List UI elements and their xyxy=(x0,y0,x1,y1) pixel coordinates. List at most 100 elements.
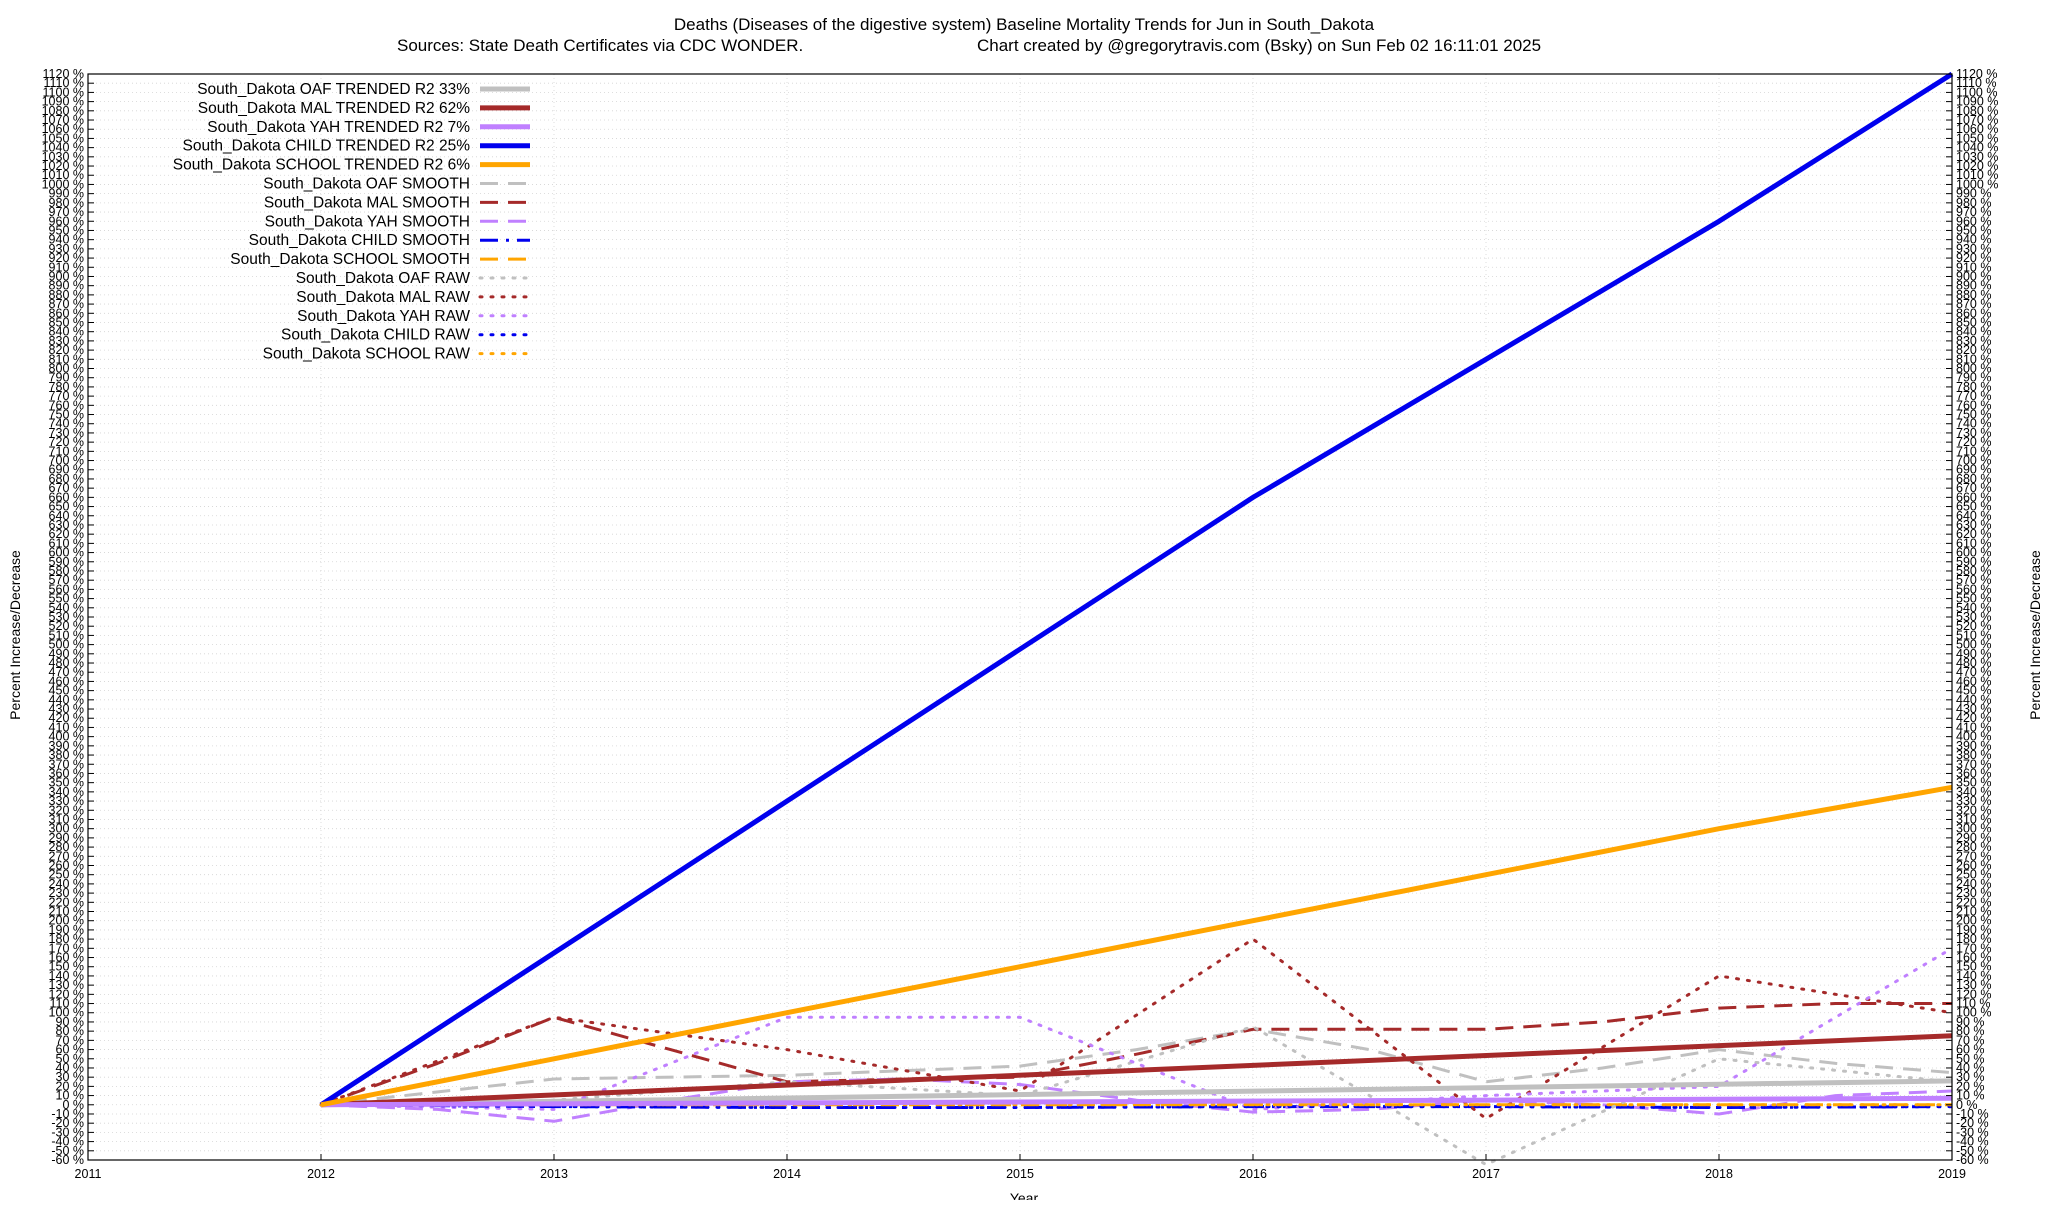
y-tick-label-left: 80 % xyxy=(56,1024,85,1038)
y-tick-label-right: 560 % xyxy=(1956,582,1991,596)
y-tick-label-right: 220 % xyxy=(1956,895,1991,909)
x-tick-label: 2011 xyxy=(75,1167,102,1181)
y-tick-label-left: 1040 % xyxy=(42,141,84,155)
y-tick-label-left: 220 % xyxy=(49,895,84,909)
y-tick-label-left: 740 % xyxy=(49,417,84,431)
y-tick-label-left: 770 % xyxy=(49,389,84,403)
y-tick-label-right: 20 % xyxy=(1956,1079,1985,1093)
y-tick-label-right: 890 % xyxy=(1956,279,1991,293)
y-tick-label-right: 30 % xyxy=(1956,1070,1985,1084)
y-tick-label-left: 530 % xyxy=(49,610,84,624)
y-tick-label-left: 620 % xyxy=(49,527,84,541)
y-tick-label-right: 60 % xyxy=(1956,1043,1985,1057)
y-tick-label-left: 840 % xyxy=(49,325,84,339)
y-tick-label-right: 620 % xyxy=(1956,527,1991,541)
y-tick-label-left: 760 % xyxy=(49,398,84,412)
legend-label-south-dakota-oaf-raw: South_Dakota OAF RAW xyxy=(296,270,471,287)
y-tick-label-left: 930 % xyxy=(49,242,84,256)
y-tick-label-right: 320 % xyxy=(1956,803,1991,817)
y-tick-label-left: 0 % xyxy=(62,1098,84,1112)
y-tick-label-left: 590 % xyxy=(49,555,84,569)
y-tick-label-right: 1060 % xyxy=(1956,122,1998,136)
legend-label-south-dakota-mal-trended-r2: South_Dakota MAL TRENDED R2 62% xyxy=(198,100,470,117)
y-tick-label-right: 1120 % xyxy=(1956,67,1997,81)
y-tick-label-left: 690 % xyxy=(49,463,84,477)
y-tick-label-right: 100 % xyxy=(1956,1006,1991,1020)
y-tick-label-left: 950 % xyxy=(49,223,84,237)
legend-label-south-dakota-yah-trended-r2: South_Dakota YAH TRENDED R2 7% xyxy=(207,119,470,136)
y-tick-label-left: 270 % xyxy=(49,849,84,863)
x-tick-label: 2017 xyxy=(1472,1167,1500,1181)
legend-label-south-dakota-child-smooth: South_Dakota CHILD SMOOTH xyxy=(249,232,470,249)
y-tick-label-left: 990 % xyxy=(49,187,84,201)
y-tick-label-left: 910 % xyxy=(49,260,84,274)
y-tick-label-right: 600 % xyxy=(1956,546,1991,560)
y-tick-label-left: 1090 % xyxy=(42,95,84,109)
y-tick-label-right: 700 % xyxy=(1956,454,1991,468)
y-tick-label-right: 160 % xyxy=(1956,951,1991,965)
y-tick-label-left: 140 % xyxy=(49,969,84,983)
y-tick-label-right: 950 % xyxy=(1956,223,1991,237)
y-tick-label-right: 510 % xyxy=(1956,628,1991,642)
y-tick-label-left: 390 % xyxy=(49,739,84,753)
y-tick-label-left: 300 % xyxy=(49,822,84,836)
y-tick-label-left: 610 % xyxy=(49,536,84,550)
y-tick-label-left: 60 % xyxy=(56,1043,85,1057)
axis-ticks: -60 % -60 %-50 % -50 %-40 % -40 %-30 % -30 %… xyxy=(42,67,1999,1181)
y-tick-label-right: 1050 % xyxy=(1956,131,1998,145)
y-tick-label-right: 760 % xyxy=(1956,398,1991,412)
y-tick-label-right: -60 % xyxy=(1956,1153,1989,1167)
y-tick-label-left: -50 % xyxy=(51,1144,84,1158)
y-tick-label-right: 380 % xyxy=(1956,748,1991,762)
y-tick-label-left: 720 % xyxy=(49,435,84,449)
chart-title: Deaths (Diseases of the digestive system… xyxy=(674,15,1375,34)
y-tick-label-right: 710 % xyxy=(1956,444,1991,458)
series-line-south-dakota-oaf-trended-r2 xyxy=(320,1078,1953,1108)
y-tick-label-right: 990 % xyxy=(1956,187,1991,201)
chart-subtitle-credit: Chart created by @gregorytravis.com (Bsk… xyxy=(977,36,1541,55)
y-tick-label-left: 680 % xyxy=(49,472,84,486)
y-tick-label-right: 1110 % xyxy=(1956,76,1997,90)
y-tick-label-left: 150 % xyxy=(49,960,84,974)
y-tick-label-left: -10 % xyxy=(51,1107,84,1121)
y-tick-label-left: 1050 % xyxy=(42,131,84,145)
legend-label-south-dakota-mal-raw: South_Dakota MAL RAW xyxy=(296,289,470,306)
y-tick-label-right: 550 % xyxy=(1956,592,1991,606)
y-tick-label-left: 450 % xyxy=(49,684,84,698)
y-tick-label-right: 860 % xyxy=(1956,306,1991,320)
y-tick-label-left: 70 % xyxy=(56,1033,85,1047)
y-tick-label-left: 410 % xyxy=(49,720,84,734)
y-tick-label-right: 140 % xyxy=(1956,969,1991,983)
y-tick-label-left: 920 % xyxy=(49,251,84,265)
series-line-south-dakota-mal-smooth xyxy=(320,1002,1952,1107)
legend-label-south-dakota-school-smooth: South_Dakota SCHOOL SMOOTH xyxy=(230,251,470,268)
y-tick-label-left: 880 % xyxy=(49,288,84,302)
legend-label-south-dakota-oaf-trended-r2: South_Dakota OAF TRENDED R2 33% xyxy=(197,81,470,98)
y-tick-label-left: 280 % xyxy=(49,840,84,854)
y-tick-label-left: 800 % xyxy=(49,362,84,376)
y-tick-label-right: 420 % xyxy=(1956,711,1991,725)
y-tick-label-left: 970 % xyxy=(49,205,84,219)
y-tick-label-left: 850 % xyxy=(49,315,84,329)
grid xyxy=(87,73,1953,1161)
y-tick-label-left: 1020 % xyxy=(42,159,84,173)
y-tick-label-left: 570 % xyxy=(49,573,84,587)
y-tick-label-right: 1040 % xyxy=(1956,141,1998,155)
y-tick-label-left: 100 % xyxy=(49,1006,84,1020)
y-tick-label-right: 730 % xyxy=(1956,426,1991,440)
y-tick-label-left: 50 % xyxy=(56,1052,85,1066)
y-tick-label-right: 830 % xyxy=(1956,334,1991,348)
y-tick-label-left: 640 % xyxy=(49,509,84,523)
y-tick-label-left: 10 % xyxy=(56,1089,85,1103)
y-tick-label-left: -60 % xyxy=(51,1153,84,1167)
y-tick-label-right: 390 % xyxy=(1956,739,1991,753)
legend-label-south-dakota-school-raw: South_Dakota SCHOOL RAW xyxy=(263,346,471,363)
y-tick-label-right: 340 % xyxy=(1956,785,1991,799)
x-tick-label: 2013 xyxy=(540,1167,568,1181)
y-tick-label-right: 740 % xyxy=(1956,417,1991,431)
legend-label-south-dakota-oaf-smooth: South_Dakota OAF SMOOTH xyxy=(263,176,470,193)
y-tick-label-right: 970 % xyxy=(1956,205,1991,219)
y-tick-label-right: 270 % xyxy=(1956,849,1991,863)
y-tick-label-right: 770 % xyxy=(1956,389,1991,403)
